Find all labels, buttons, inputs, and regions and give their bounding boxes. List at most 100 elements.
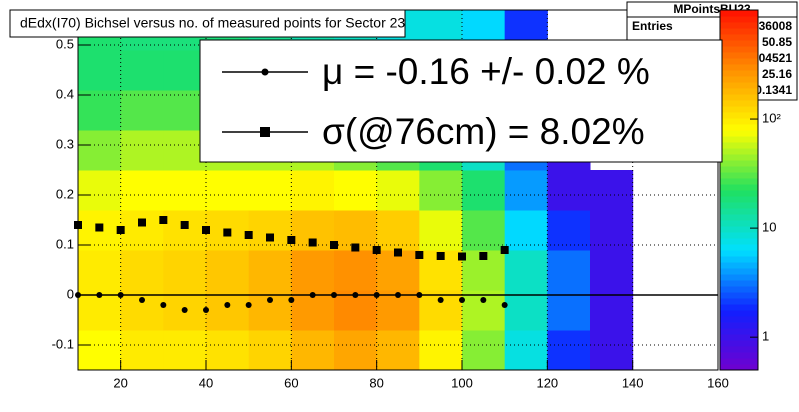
profile-point xyxy=(224,302,231,308)
colorbar-step xyxy=(720,286,758,293)
heat-cell xyxy=(462,290,506,331)
colorbar-step xyxy=(720,148,758,155)
y-tick-label: 0.3 xyxy=(56,136,74,151)
colorbar-step xyxy=(720,334,758,341)
colorbar-step xyxy=(720,298,758,305)
heat-cell xyxy=(504,210,548,251)
title-box xyxy=(9,9,406,38)
colorbar-step xyxy=(720,94,758,101)
heat-cell xyxy=(78,90,122,131)
heat-cell xyxy=(120,290,164,331)
colorbar-step xyxy=(720,190,758,197)
heat-cell xyxy=(376,170,420,211)
heat-cell xyxy=(291,330,335,371)
heat-cell xyxy=(590,290,634,331)
profile-point xyxy=(223,228,232,237)
profile-point xyxy=(138,218,146,227)
colorbar-step xyxy=(720,250,758,257)
heat-cell xyxy=(376,330,420,371)
profile-point xyxy=(436,252,445,260)
colorbar-step xyxy=(720,268,758,275)
heat-cell xyxy=(547,290,591,331)
heat-cell xyxy=(120,130,164,171)
heat-cell xyxy=(78,130,122,171)
colorbar-step xyxy=(720,34,758,41)
profile-point xyxy=(139,297,145,303)
colorbar-step xyxy=(720,136,758,143)
heat-cell xyxy=(163,250,207,291)
heat-cell xyxy=(163,50,207,91)
colorbar-step xyxy=(720,364,758,371)
legend-label: μ = -0.16 +/- 0.02 % xyxy=(322,51,650,92)
profile-point xyxy=(96,292,103,298)
heat-cell xyxy=(334,170,378,211)
stats-value: 836008 xyxy=(752,19,792,33)
colorbar-step xyxy=(720,214,758,221)
z-tick-label: 10² xyxy=(762,110,781,125)
x-tick-label: 60 xyxy=(284,375,298,390)
z-tick-label: 10 xyxy=(762,220,776,235)
colorbar-step xyxy=(720,244,758,251)
colorbar-step xyxy=(720,322,758,329)
heat-cell xyxy=(248,170,292,211)
chart-title: dEdx(I70) Bichsel versus no. of measured… xyxy=(20,15,405,31)
heat-cell xyxy=(248,210,292,251)
colorbar-step xyxy=(720,124,758,131)
colorbar-step xyxy=(720,40,758,47)
profile-point xyxy=(160,302,167,308)
colorbar-step xyxy=(720,76,758,83)
colorbar-step xyxy=(720,82,758,89)
colorbar-step xyxy=(720,154,758,161)
profile-point xyxy=(500,246,509,254)
profile-point xyxy=(308,238,317,247)
heat-cell xyxy=(248,250,292,291)
profile-point xyxy=(501,302,508,308)
heat-cell xyxy=(334,330,378,371)
colorbar-step xyxy=(720,70,758,77)
y-tick-label: 0.5 xyxy=(56,36,74,51)
colorbar-step xyxy=(720,28,758,35)
heat-cell xyxy=(163,130,207,171)
colorbar-step xyxy=(720,274,758,281)
heat-cell xyxy=(120,330,164,371)
colorbar-step xyxy=(720,10,758,17)
heat-cell xyxy=(590,250,634,291)
colorbar-step xyxy=(720,178,758,185)
colorbar-step xyxy=(720,22,758,29)
heat-cell xyxy=(120,50,164,91)
profile-point xyxy=(202,226,210,234)
colorbar-step xyxy=(720,184,758,191)
profile-point xyxy=(437,297,444,303)
profile-point xyxy=(480,297,487,303)
colorbar-step xyxy=(720,160,758,167)
z-tick-label: 1 xyxy=(762,329,769,344)
y-tick-label: -0.1 xyxy=(52,336,74,351)
heat-cell xyxy=(462,170,506,211)
stats-value: 50.85 xyxy=(762,35,792,49)
colorbar-frame xyxy=(719,9,759,371)
legend-box xyxy=(199,39,723,163)
legend-marker xyxy=(261,68,269,76)
profile-point xyxy=(309,292,316,298)
heat-cell xyxy=(163,330,207,371)
profile-point xyxy=(287,236,296,244)
colorbar-step xyxy=(720,130,758,137)
heat-cell xyxy=(504,170,548,211)
stats-value: 0.04521 xyxy=(749,51,793,65)
y-tick-label: 0.4 xyxy=(56,86,74,101)
colorbar-step xyxy=(720,58,758,65)
colorbar-step xyxy=(720,328,758,335)
colorbar-step xyxy=(720,358,758,365)
stats-label: Entries xyxy=(632,19,673,33)
heat-cell xyxy=(78,330,122,371)
heat-cell xyxy=(547,330,591,371)
profile-point xyxy=(373,292,380,298)
colorbar-step xyxy=(720,352,758,359)
legend-marker xyxy=(260,127,270,137)
profile-point xyxy=(479,252,488,260)
profile-point xyxy=(180,221,189,229)
colorbar-step xyxy=(720,202,758,209)
heat-cell xyxy=(206,290,250,331)
colorbar-step xyxy=(720,118,758,125)
